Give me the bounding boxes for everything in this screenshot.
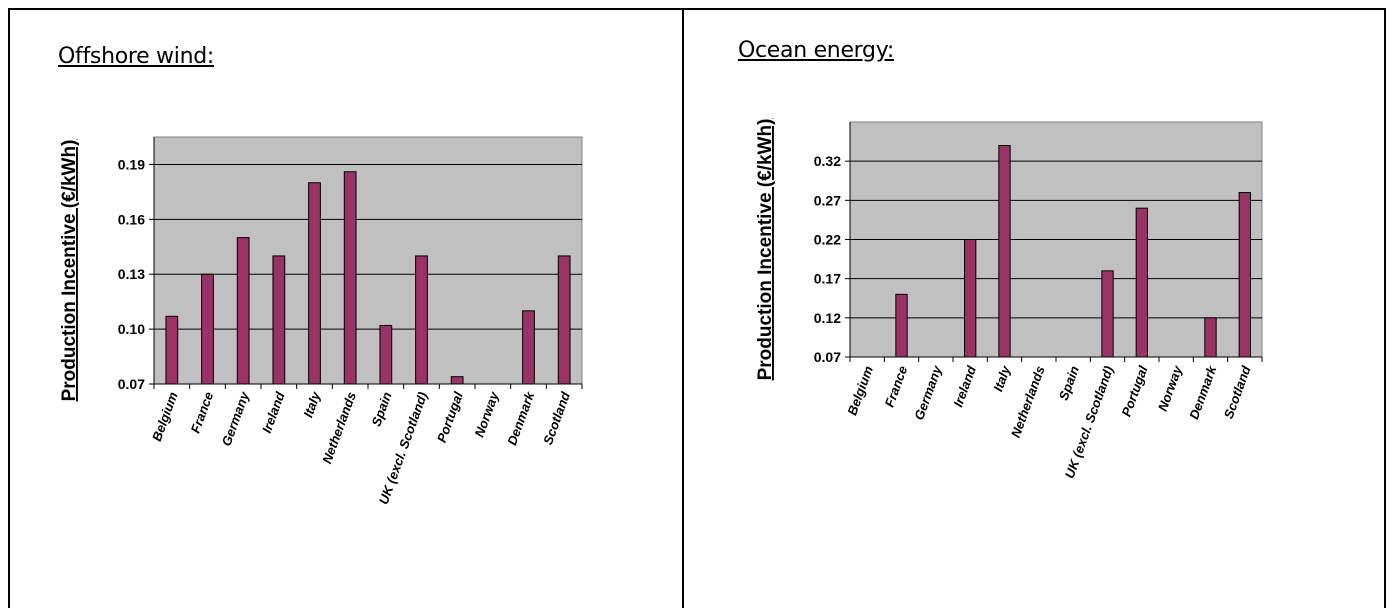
bar-spain [379,324,393,385]
x-category-label: Portugal [434,390,466,445]
bar-netherlands [343,171,357,385]
y-tick-label: 0.17 [814,271,841,287]
y-tick-label: 0.19 [118,156,145,172]
x-category-label: Netherlands [319,390,359,466]
bar-germany [236,237,250,385]
bar-italy [308,182,321,385]
y-tick-label: 0.07 [814,349,841,365]
bar-france [201,273,214,385]
x-category-label: Spain [1056,364,1082,402]
x-category-label: Ireland [259,389,288,435]
page-frame [8,8,1386,608]
x-category-label: Belgium [844,363,876,417]
bar-france [895,293,908,358]
x-category-label: Germany [911,363,945,422]
bar-belgium [165,315,179,385]
bar-denmark [1204,317,1217,358]
panel-divider [682,8,684,608]
bar-uk-excl-scotland- [1101,270,1114,358]
bar-portugal [450,376,464,385]
chart-0: 0.07 0.10 0.13 0.16 0.19 Belgium France Germany… [59,136,583,506]
x-category-label: Portugal [1119,364,1151,419]
bar-uk-excl-scotland- [415,255,428,385]
bar-italy [998,145,1011,358]
bar-portugal [1135,207,1148,358]
x-category-label: Denmark [504,389,537,447]
x-category-label: Germany [219,389,253,448]
y-tick-label: 0.16 [118,211,145,227]
y-tick-label: 0.10 [118,321,145,337]
y-tick-label: 0.27 [814,192,841,208]
x-category-label: Netherlands [1008,364,1048,440]
bar-scotland [557,255,571,385]
y-tick-label: 0.13 [118,266,145,282]
x-category-label: Spain [368,390,394,428]
y-tick-label: 0.32 [814,153,841,169]
x-category-label: France [882,364,911,409]
y-axis-label: Production Incentive (€/kWh) [59,140,80,402]
bar-ireland [964,239,977,358]
x-category-label: Scotland [1221,363,1254,421]
plot-area [153,136,583,385]
x-category-label: Scotland [540,389,573,447]
bar-ireland [272,255,286,385]
x-category-label: Italy [300,389,323,419]
x-category-label: Italy [990,363,1013,393]
bar-scotland [1238,192,1251,358]
x-category-label: Norway [471,389,501,439]
x-category-label: Ireland [950,363,979,409]
bar-denmark [522,310,535,385]
x-category-label: Denmark [1186,363,1219,421]
y-tick-label: 0.12 [814,310,841,326]
x-category-label: France [188,390,217,435]
y-tick-label: 0.22 [814,232,841,248]
ocean-energy-title: Ocean energy: [738,38,894,63]
x-category-label: Belgium [149,389,181,443]
y-tick-label: 0.07 [118,376,145,392]
offshore-wind-title: Offshore wind: [58,44,214,69]
y-axis-label: Production Incentive (€/kWh) [755,119,776,381]
x-category-label: Norway [1155,363,1185,413]
chart-1: 0.07 0.12 0.17 0.22 0.27 0.32 Belgium France Ger… [755,119,1263,480]
